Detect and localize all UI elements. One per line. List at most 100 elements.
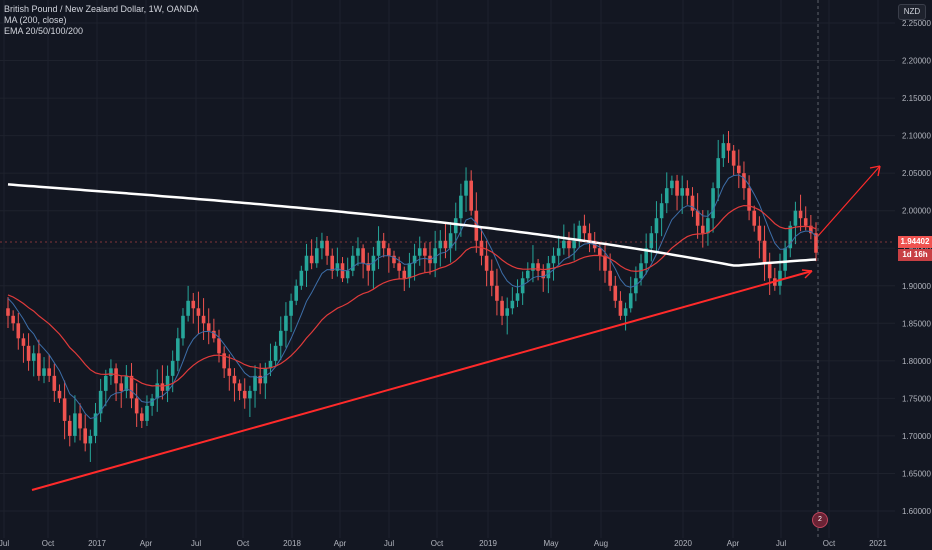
candle-body: [644, 248, 648, 264]
candle-body: [582, 225, 587, 234]
price-tick-label: 2.25000: [902, 19, 931, 28]
candle-body: [417, 248, 422, 256]
candle-body: [433, 248, 437, 264]
time-tick-label: Jul: [384, 539, 394, 548]
candle-body: [345, 270, 350, 279]
candle-body: [531, 263, 535, 271]
symbol-title[interactable]: British Pound / New Zealand Dollar, 1W, …: [4, 4, 199, 14]
price-axis[interactable]: 2.25000 2.20000 2.15000 2.10000 2.05000 2.000…: [902, 19, 931, 516]
candle-body: [438, 240, 443, 249]
chart-legend: British Pound / New Zealand Dollar, 1W, …: [4, 4, 199, 37]
candle-body: [603, 255, 607, 271]
candle-body: [721, 143, 726, 159]
candle-body: [618, 300, 623, 316]
candle-body: [325, 240, 329, 256]
ema-20-line: [7, 174, 817, 420]
price-tick-label: 1.65000: [902, 469, 931, 478]
candle-body: [11, 315, 15, 324]
candle-body: [407, 263, 412, 279]
candle-body: [479, 240, 484, 256]
candle-body: [448, 233, 453, 249]
candle-body: [767, 263, 772, 279]
time-tick-label: Jul: [776, 539, 786, 548]
candle-body: [608, 270, 612, 286]
candle-body: [484, 255, 489, 271]
candle-body: [726, 143, 731, 151]
time-tick-label: 2021: [869, 539, 887, 548]
candle-body: [685, 188, 690, 196]
candle-body: [788, 225, 793, 249]
candle-body: [628, 293, 633, 309]
candle-body: [443, 240, 448, 249]
candle-body: [757, 225, 762, 241]
arrowhead-icon: [869, 165, 881, 177]
candle-body: [160, 383, 165, 391]
candle-body: [700, 225, 705, 234]
trendline[interactable]: [31, 270, 813, 491]
candle-body: [556, 248, 561, 256]
candle-body: [551, 255, 556, 264]
candle-body: [299, 270, 304, 286]
candle-body: [196, 308, 201, 316]
candle-body: [510, 300, 515, 309]
candle-body: [747, 188, 751, 211]
candle-body: [304, 255, 309, 271]
candle-body: [103, 375, 108, 391]
candle-body: [31, 353, 36, 361]
ma-indicator-label[interactable]: MA (200, close): [4, 15, 67, 25]
candle-body: [170, 360, 175, 376]
candle-body: [181, 315, 185, 339]
price-tick-label: 1.80000: [902, 357, 931, 366]
candle-body: [613, 285, 618, 301]
candle-body: [469, 180, 473, 211]
candle-body: [98, 390, 103, 414]
arrowhead-icon: [801, 269, 813, 279]
candle-body: [536, 263, 540, 271]
candle-body: [459, 195, 463, 219]
candle-body: [664, 188, 669, 204]
candle-body: [567, 240, 571, 249]
candle-body: [237, 383, 242, 391]
time-tick-label: Oct: [823, 539, 836, 548]
drawings[interactable]: [31, 165, 881, 491]
candle-body: [500, 300, 504, 316]
candle-body: [376, 240, 381, 256]
candle-body: [42, 368, 46, 376]
candle-body: [320, 240, 324, 249]
candle-body: [278, 330, 283, 346]
candle-body: [309, 255, 314, 264]
candle-body: [711, 188, 715, 219]
candle-body: [47, 368, 51, 376]
moving-averages: [7, 174, 817, 420]
time-tick-label: Aug: [594, 539, 608, 548]
candle-body: [109, 368, 113, 376]
time-axis[interactable]: Jul Oct 2017 Apr Jul Oct 2018 Apr Jul Oct 2019 May A…: [0, 539, 887, 548]
candle-body: [541, 270, 546, 279]
projection-arrow-line[interactable]: [817, 165, 881, 237]
candle-body: [16, 323, 21, 339]
currency-button[interactable]: NZD: [898, 4, 926, 20]
time-tick-label: 2019: [479, 539, 497, 548]
tradingview-logo-icon[interactable]: 2: [812, 512, 828, 528]
price-tick-label: 1.75000: [902, 394, 931, 403]
candle-body: [654, 218, 659, 234]
candle-body: [489, 270, 494, 286]
ema-indicator-label[interactable]: EMA 20/50/100/200: [4, 26, 84, 36]
candle-body: [798, 210, 803, 219]
candle-body: [814, 233, 818, 253]
candle-body: [134, 398, 139, 414]
candle-body: [129, 375, 134, 399]
logo-count: 2: [818, 516, 822, 523]
candle-body: [737, 165, 741, 174]
candle-body: [253, 375, 257, 391]
candle-body: [659, 203, 664, 219]
ma-200-line: [7, 183, 817, 267]
candle-body: [294, 285, 299, 301]
candle-body: [21, 338, 26, 346]
candle-body: [330, 255, 335, 271]
candle-body: [649, 233, 654, 249]
candle-body: [114, 368, 118, 384]
time-tick-label: May: [543, 539, 558, 548]
candle-body: [268, 360, 273, 369]
